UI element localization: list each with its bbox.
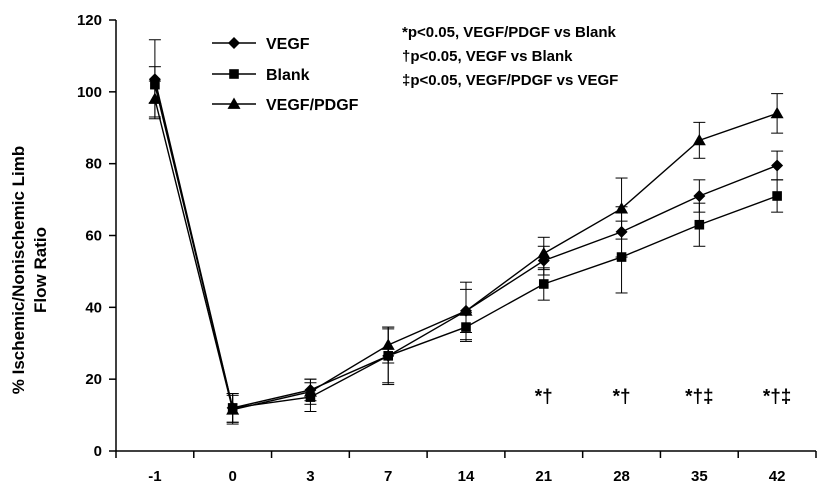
significance-mark: *†‡ bbox=[685, 387, 714, 408]
x-tick-label: -1 bbox=[148, 468, 161, 485]
data-point-square bbox=[694, 219, 705, 230]
data-point-triangle bbox=[226, 403, 240, 415]
x-tick-label: 35 bbox=[691, 468, 708, 485]
legend-item: Blank bbox=[212, 67, 310, 84]
data-point-square bbox=[616, 252, 627, 262]
significance-mark: *† bbox=[535, 387, 553, 408]
legend-marker-diamond bbox=[228, 37, 240, 49]
annotations: *p<0.05, VEGF/PDGF vs Blank †p<0.05, VEGF… bbox=[402, 24, 618, 89]
data-point-diamond bbox=[771, 159, 784, 172]
x-tick-label: 7 bbox=[384, 468, 392, 485]
y-tick-label: 100 bbox=[77, 84, 102, 101]
data-point-triangle bbox=[148, 92, 162, 104]
series-vegf-pdgf bbox=[148, 80, 784, 425]
y-tick-label: 80 bbox=[85, 156, 102, 173]
legend-item: VEGF/PDGF bbox=[212, 97, 359, 114]
y-axis-title: % Ischemic/Nonischemic Limb Flow Ratio bbox=[9, 146, 50, 394]
legend-marker-triangle bbox=[227, 97, 241, 109]
y-axis-title-line-2: Flow Ratio bbox=[31, 227, 50, 313]
data-point-diamond bbox=[693, 189, 706, 202]
significance-note: †p<0.05, VEGF vs Blank bbox=[402, 48, 573, 65]
legend-label: Blank bbox=[266, 67, 310, 84]
data-point-square bbox=[772, 191, 782, 201]
data-point-triangle bbox=[459, 304, 473, 316]
data-point-triangle bbox=[537, 246, 551, 259]
legend: VEGF Blank VEGF/PDGF bbox=[212, 36, 359, 114]
x-tick-label: 28 bbox=[613, 468, 630, 485]
legend-marker-square bbox=[229, 69, 239, 79]
y-tick-label: 120 bbox=[77, 12, 102, 29]
data-point-triangle bbox=[381, 338, 395, 350]
data-point-square bbox=[538, 279, 549, 289]
x-tick-label: 0 bbox=[228, 468, 236, 485]
significance-layer: *† *† *†‡ *†‡ bbox=[535, 387, 792, 408]
significance-mark: *† bbox=[613, 387, 631, 408]
y-tick-label: 20 bbox=[85, 371, 102, 388]
significance-note: *p<0.05, VEGF/PDGF vs Blank bbox=[402, 24, 616, 41]
data-point-triangle bbox=[303, 385, 317, 397]
series-layer bbox=[148, 39, 784, 425]
x-tick-label: 21 bbox=[535, 468, 552, 485]
data-point-triangle bbox=[770, 106, 784, 119]
x-tick-label: 14 bbox=[458, 468, 475, 485]
significance-mark: *†‡ bbox=[763, 387, 792, 408]
data-point-triangle bbox=[692, 133, 706, 146]
series-line bbox=[154, 79, 778, 409]
series-line bbox=[154, 84, 778, 409]
data-point-triangle bbox=[615, 202, 629, 214]
y-axis-title-line-1: % Ischemic/Nonischemic Limb bbox=[9, 146, 28, 394]
y-tick-label: 60 bbox=[85, 228, 102, 245]
y-tick-label: 40 bbox=[85, 299, 102, 316]
legend-label: VEGF/PDGF bbox=[266, 97, 359, 114]
series-line bbox=[154, 98, 778, 411]
axes: 0 20 40 60 80 100 120 -1 0 3 7 14 21 28 35 42 bbox=[77, 12, 817, 485]
x-tick-label: 3 bbox=[306, 468, 314, 485]
series-blank bbox=[148, 66, 784, 423]
x-tick-label: 42 bbox=[769, 468, 786, 485]
legend-label: VEGF bbox=[266, 36, 310, 53]
significance-note: ‡p<0.05, VEGF/PDGF vs VEGF bbox=[402, 72, 618, 89]
legend-item: VEGF bbox=[212, 36, 310, 53]
y-tick-label: 0 bbox=[94, 443, 102, 460]
series-vegf bbox=[148, 39, 784, 423]
